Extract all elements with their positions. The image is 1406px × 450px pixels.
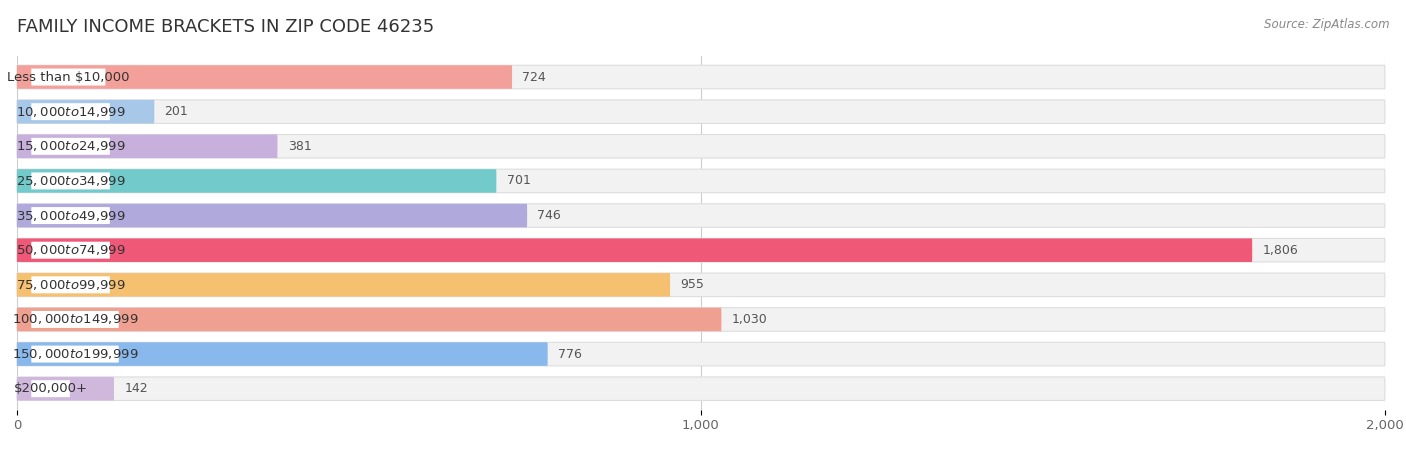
Text: $100,000 to $149,999: $100,000 to $149,999 — [11, 312, 138, 326]
FancyBboxPatch shape — [31, 68, 105, 86]
FancyBboxPatch shape — [17, 169, 1385, 193]
Text: 1,806: 1,806 — [1263, 244, 1298, 256]
Text: $35,000 to $49,999: $35,000 to $49,999 — [15, 208, 125, 223]
FancyBboxPatch shape — [17, 65, 512, 89]
FancyBboxPatch shape — [31, 310, 120, 328]
FancyBboxPatch shape — [17, 135, 1385, 158]
FancyBboxPatch shape — [17, 273, 1385, 297]
Text: $150,000 to $199,999: $150,000 to $199,999 — [11, 347, 138, 361]
Text: $10,000 to $14,999: $10,000 to $14,999 — [15, 105, 125, 119]
FancyBboxPatch shape — [31, 172, 111, 190]
Text: FAMILY INCOME BRACKETS IN ZIP CODE 46235: FAMILY INCOME BRACKETS IN ZIP CODE 46235 — [17, 18, 434, 36]
FancyBboxPatch shape — [17, 65, 1385, 89]
Text: $75,000 to $99,999: $75,000 to $99,999 — [15, 278, 125, 292]
Text: $50,000 to $74,999: $50,000 to $74,999 — [15, 243, 125, 257]
Text: 724: 724 — [523, 71, 546, 84]
FancyBboxPatch shape — [17, 100, 155, 123]
Text: 776: 776 — [558, 347, 582, 360]
FancyBboxPatch shape — [17, 342, 1385, 366]
FancyBboxPatch shape — [17, 135, 277, 158]
Text: 142: 142 — [124, 382, 148, 395]
FancyBboxPatch shape — [17, 204, 1385, 227]
FancyBboxPatch shape — [17, 342, 548, 366]
Text: 701: 701 — [506, 175, 530, 188]
Text: $200,000+: $200,000+ — [14, 382, 87, 395]
FancyBboxPatch shape — [31, 103, 111, 121]
FancyBboxPatch shape — [31, 379, 70, 398]
FancyBboxPatch shape — [17, 377, 114, 400]
Text: 955: 955 — [681, 278, 704, 291]
FancyBboxPatch shape — [17, 204, 527, 227]
FancyBboxPatch shape — [17, 273, 671, 297]
FancyBboxPatch shape — [31, 345, 120, 363]
Text: $25,000 to $34,999: $25,000 to $34,999 — [15, 174, 125, 188]
Text: 381: 381 — [288, 140, 312, 153]
FancyBboxPatch shape — [17, 238, 1385, 262]
FancyBboxPatch shape — [31, 137, 111, 156]
FancyBboxPatch shape — [17, 238, 1253, 262]
FancyBboxPatch shape — [17, 377, 1385, 400]
FancyBboxPatch shape — [17, 100, 1385, 123]
FancyBboxPatch shape — [17, 308, 721, 331]
Text: 201: 201 — [165, 105, 188, 118]
FancyBboxPatch shape — [17, 308, 1385, 331]
Text: $15,000 to $24,999: $15,000 to $24,999 — [15, 140, 125, 153]
FancyBboxPatch shape — [31, 241, 111, 259]
Text: Source: ZipAtlas.com: Source: ZipAtlas.com — [1264, 18, 1389, 31]
Text: 1,030: 1,030 — [731, 313, 768, 326]
FancyBboxPatch shape — [31, 207, 111, 225]
FancyBboxPatch shape — [31, 276, 111, 294]
FancyBboxPatch shape — [17, 169, 496, 193]
Text: Less than $10,000: Less than $10,000 — [7, 71, 129, 84]
Text: 746: 746 — [537, 209, 561, 222]
